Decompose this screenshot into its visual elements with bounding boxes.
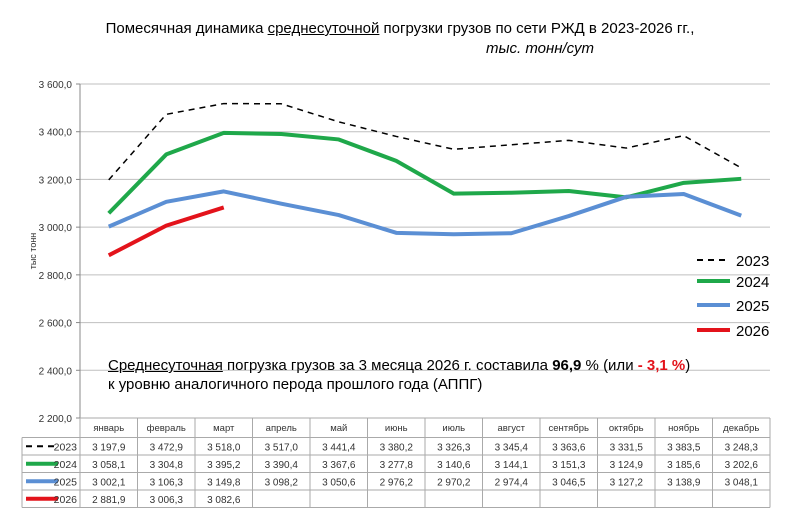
data-value-cell: 3 124,9 bbox=[610, 460, 644, 471]
data-value-cell: 3 472,9 bbox=[150, 442, 184, 453]
annotation: Среднесуточная погрузка грузов за 3 меся… bbox=[108, 357, 691, 393]
data-value-cell: 3 395,2 bbox=[207, 460, 241, 471]
data-value-cell: 3 140,6 bbox=[437, 460, 471, 471]
table-series-name: 2024 bbox=[54, 459, 78, 471]
data-value-cell: 3 185,6 bbox=[667, 460, 701, 471]
data-value-cell: 3 106,3 bbox=[150, 477, 184, 488]
data-value-cell: 3 046,5 bbox=[552, 477, 586, 488]
data-value-cell: 3 006,3 bbox=[150, 495, 184, 506]
data-value-cell: 2 881,9 bbox=[92, 495, 126, 506]
data-value-cell: 3 363,6 bbox=[552, 442, 586, 453]
data-value-cell: 2 974,4 bbox=[495, 477, 529, 488]
category-label: май bbox=[330, 423, 347, 434]
data-value-cell: 3 048,1 bbox=[725, 477, 759, 488]
y-tick-label: 2 200,0 bbox=[39, 414, 73, 425]
data-value-cell: 3 197,9 bbox=[92, 442, 126, 453]
category-label: апрель bbox=[266, 423, 297, 434]
chart-title: Помесячная динамика среднесуточной погру… bbox=[105, 20, 695, 37]
data-value-cell: 3 058,1 bbox=[92, 460, 126, 471]
data-value-cell: 3 518,0 bbox=[207, 442, 241, 453]
category-label: январь bbox=[93, 423, 124, 434]
chart-subtitle: тыс. тонн/сут bbox=[485, 40, 595, 57]
data-value-cell: 3 380,2 bbox=[380, 442, 414, 453]
y-tick-label: 2 600,0 bbox=[39, 319, 73, 330]
data-value-cell: 3 098,2 bbox=[265, 477, 299, 488]
series-line-2026 bbox=[107, 205, 225, 258]
data-value-cell: 2 976,2 bbox=[380, 477, 414, 488]
data-value-cell: 3 151,3 bbox=[552, 460, 586, 471]
table-series-name: 2025 bbox=[54, 476, 78, 488]
series-line-2023 bbox=[108, 102, 742, 181]
data-value-cell: 3 127,2 bbox=[610, 477, 644, 488]
data-value-cell: 3 248,3 bbox=[725, 442, 759, 453]
legend-label: 2024 bbox=[736, 274, 769, 291]
legend-label: 2023 bbox=[736, 253, 769, 270]
table-series-name: 2026 bbox=[54, 494, 78, 506]
y-tick-label: 2 400,0 bbox=[39, 366, 73, 377]
data-value-cell: 3 383,5 bbox=[667, 442, 701, 453]
series-line-2024 bbox=[107, 130, 742, 215]
category-label: март bbox=[213, 423, 235, 434]
category-label: октябрь bbox=[609, 423, 644, 434]
legend-label: 2026 bbox=[736, 323, 769, 340]
y-tick-label: 3 200,0 bbox=[39, 175, 73, 186]
data-value-cell: 3 331,5 bbox=[610, 442, 644, 453]
category-label: сентябрь bbox=[549, 423, 589, 434]
data-value-cell: 3 517,0 bbox=[265, 442, 299, 453]
legend-label: 2025 bbox=[736, 298, 769, 315]
series-line-2025 bbox=[107, 189, 742, 237]
data-value-cell: 3 082,6 bbox=[207, 495, 241, 506]
data-value-cell: 3 138,9 bbox=[667, 477, 701, 488]
category-label: август bbox=[497, 423, 525, 434]
category-label: февраль bbox=[147, 423, 186, 434]
category-label: июнь bbox=[385, 423, 408, 434]
y-tick-label: 2 800,0 bbox=[39, 271, 73, 282]
y-axis-label: тыс тонн bbox=[28, 233, 38, 270]
y-tick-label: 3 400,0 bbox=[39, 128, 73, 139]
category-label: июль bbox=[442, 423, 465, 434]
y-tick-label: 3 600,0 bbox=[39, 80, 73, 91]
data-value-cell: 3 002,1 bbox=[92, 477, 126, 488]
data-value-cell: 3 144,1 bbox=[495, 460, 529, 471]
data-value-cell: 3 390,4 bbox=[265, 460, 299, 471]
category-label: ноябрь bbox=[668, 423, 699, 434]
table-series-name: 2023 bbox=[54, 441, 78, 453]
data-value-cell: 3 050,6 bbox=[322, 477, 356, 488]
data-value-cell: 3 441,4 bbox=[322, 442, 356, 453]
y-tick-label: 3 000,0 bbox=[39, 223, 73, 234]
data-value-cell: 3 326,3 bbox=[437, 442, 471, 453]
data-value-cell: 2 970,2 bbox=[437, 477, 471, 488]
data-value-cell: 3 345,4 bbox=[495, 442, 529, 453]
data-value-cell: 3 277,8 bbox=[380, 460, 414, 471]
data-value-cell: 3 149,8 bbox=[207, 477, 241, 488]
data-value-cell: 3 367,6 bbox=[322, 460, 356, 471]
data-value-cell: 3 202,6 bbox=[725, 460, 759, 471]
data-value-cell: 3 304,8 bbox=[150, 460, 184, 471]
category-label: декабрь bbox=[723, 423, 759, 434]
